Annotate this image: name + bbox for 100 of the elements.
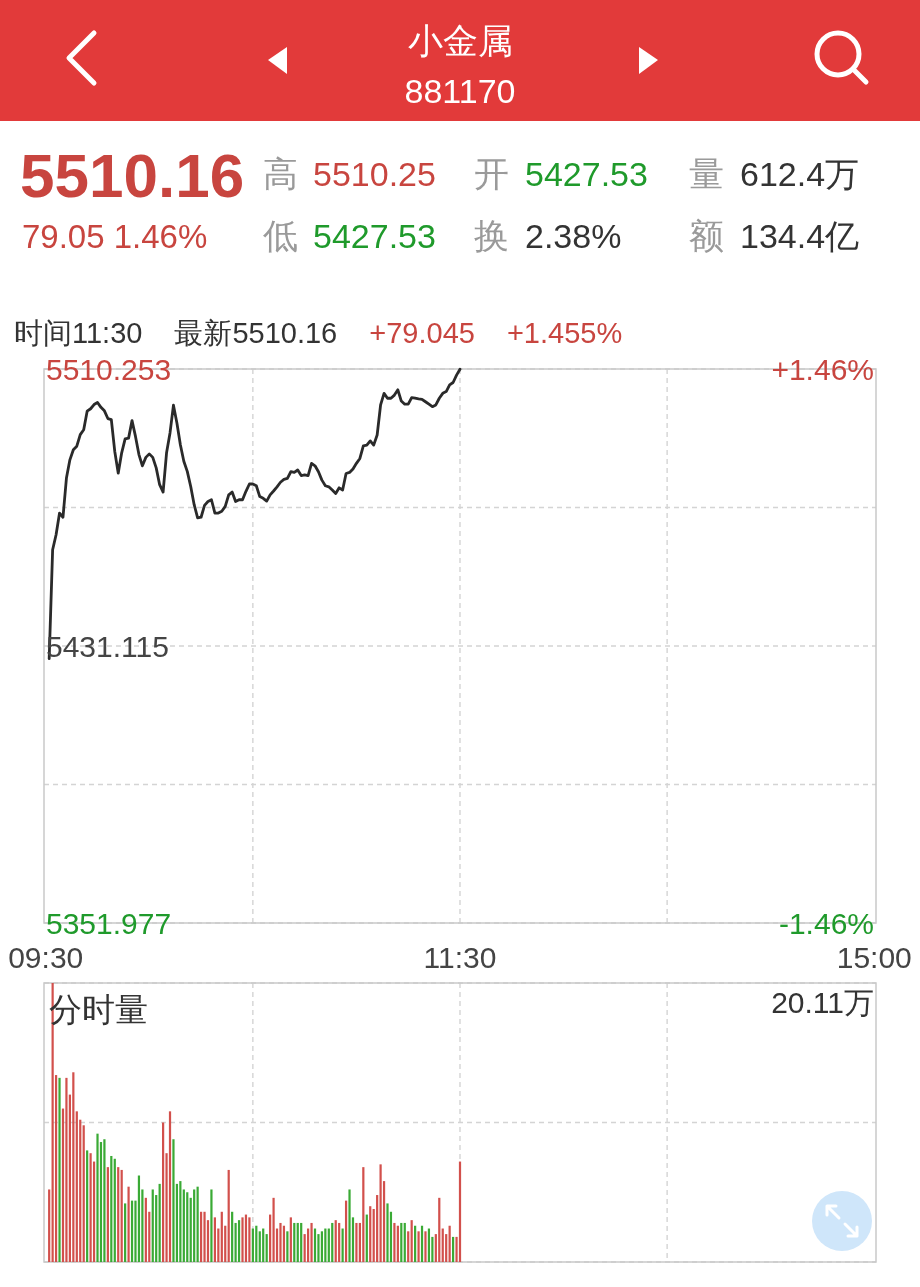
bar <box>186 1192 189 1262</box>
bar <box>117 1167 120 1262</box>
text: 881170 <box>404 72 516 110</box>
bar <box>220 1211 223 1262</box>
bar <box>414 1225 417 1262</box>
bar <box>272 1197 275 1262</box>
bar <box>296 1222 299 1262</box>
bar <box>124 1203 127 1262</box>
bar <box>199 1211 203 1262</box>
text: 高 <box>263 154 298 193</box>
x-tick-label: 15:00 <box>836 940 912 974</box>
text: 5427.53 <box>313 217 436 255</box>
bar <box>193 1189 196 1262</box>
bar <box>168 1111 172 1262</box>
bar <box>210 1189 213 1262</box>
bar <box>420 1225 424 1262</box>
bar <box>338 1222 341 1262</box>
bar <box>400 1222 403 1262</box>
bar <box>393 1222 396 1262</box>
bar <box>451 1236 455 1262</box>
bar <box>255 1225 258 1262</box>
bar <box>379 1164 382 1262</box>
bar <box>120 1169 123 1262</box>
bar <box>293 1222 296 1262</box>
bar <box>137 1175 141 1262</box>
text: 额 <box>689 216 724 255</box>
bar <box>158 1183 161 1262</box>
text: 5510.25 <box>313 155 436 193</box>
y2-tick-label: -1.46% <box>778 906 874 940</box>
bar <box>448 1225 451 1262</box>
text: 量 <box>689 154 724 193</box>
bar <box>438 1197 441 1262</box>
bar <box>348 1189 351 1262</box>
bar <box>237 1220 241 1262</box>
bar <box>362 1167 365 1262</box>
bar <box>179 1181 182 1262</box>
bar <box>265 1234 268 1262</box>
bar <box>144 1197 147 1262</box>
text: 低 <box>263 216 298 255</box>
bar <box>417 1231 420 1262</box>
bar <box>82 1125 85 1262</box>
bar <box>127 1186 130 1262</box>
bar <box>227 1169 230 1262</box>
y2-tick-label: +1.46% <box>771 352 874 386</box>
bar <box>75 1111 78 1262</box>
bar <box>386 1203 389 1262</box>
bar <box>344 1200 348 1262</box>
text: +79.045 <box>369 317 475 349</box>
bar <box>231 1211 234 1262</box>
bar <box>369 1206 372 1262</box>
bar <box>182 1189 185 1262</box>
bar <box>282 1225 286 1262</box>
bar <box>151 1189 154 1262</box>
text: 5510.16 <box>20 141 245 210</box>
bar <box>407 1231 410 1262</box>
bar <box>244 1214 248 1262</box>
text: 时间11:30 <box>14 317 143 349</box>
bar <box>65 1077 68 1262</box>
text: 79.05 1.46% <box>22 218 208 255</box>
bar <box>403 1222 406 1262</box>
x-tick-label: 11:30 <box>423 940 497 974</box>
bar <box>248 1217 251 1262</box>
bar <box>410 1220 413 1262</box>
bar <box>365 1214 368 1262</box>
text: 2.38% <box>525 217 622 255</box>
y-tick-label: 5351.977 <box>46 906 172 940</box>
x-tick-label: 09:30 <box>8 940 84 974</box>
bar <box>213 1217 216 1262</box>
annotation: 20.11万 <box>771 985 874 1019</box>
bar <box>355 1222 358 1262</box>
bar <box>172 1139 175 1262</box>
bar <box>113 1158 116 1262</box>
bar <box>103 1139 106 1262</box>
y-tick-label: 5510.253 <box>46 352 172 386</box>
text: 612.4万 <box>740 155 860 193</box>
bar <box>300 1222 303 1262</box>
bar <box>258 1231 261 1262</box>
bar <box>203 1211 206 1262</box>
bar <box>110 1155 113 1262</box>
bar <box>310 1222 313 1262</box>
bar <box>48 1189 51 1262</box>
bar <box>96 1133 99 1262</box>
bar <box>241 1217 244 1262</box>
text: 最新5510.16 <box>174 317 338 349</box>
text: 5427.53 <box>525 155 648 193</box>
bar <box>289 1217 292 1262</box>
bar <box>279 1222 282 1262</box>
bar <box>320 1231 324 1262</box>
text: 开 <box>474 154 509 193</box>
bar <box>458 1161 462 1262</box>
text: 换 <box>474 216 509 255</box>
bar <box>106 1167 109 1262</box>
bar <box>196 1186 199 1262</box>
bar <box>72 1072 75 1262</box>
bar <box>130 1200 134 1262</box>
bar <box>396 1225 399 1262</box>
bar <box>286 1231 289 1262</box>
text: 小金属 <box>407 21 513 60</box>
text: 134.4亿 <box>740 217 860 255</box>
text: +1.455% <box>506 317 623 349</box>
